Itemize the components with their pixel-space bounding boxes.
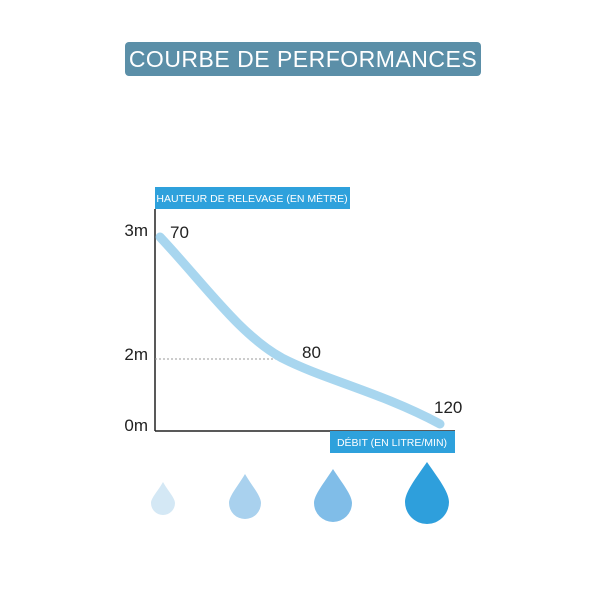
water-drop-icon	[314, 469, 352, 522]
x-axis-label-box	[330, 431, 455, 453]
y-tick-label: 0m	[124, 416, 148, 435]
y-tick-label: 3m	[124, 221, 148, 240]
water-drop-icon	[151, 482, 175, 515]
y-axis-label-box	[155, 187, 350, 209]
water-drop-icon	[229, 474, 261, 519]
performance-curve	[155, 232, 445, 429]
y-axis-label: HAUTEUR DE RELEVAGE (EN MÈTRE)	[156, 192, 347, 205]
title-banner: COURBE DE PERFORMANCES	[125, 42, 481, 76]
y-tick-label: 2m	[124, 345, 148, 364]
water-drop-icon	[405, 462, 449, 524]
point-label: 70	[170, 223, 189, 242]
x-axis-label: DÉBIT (EN LITRE/MIN)	[337, 436, 447, 449]
point-label: 120	[434, 398, 462, 417]
chart-title: COURBE DE PERFORMANCES	[128, 45, 478, 72]
point-label: 80	[302, 343, 321, 362]
